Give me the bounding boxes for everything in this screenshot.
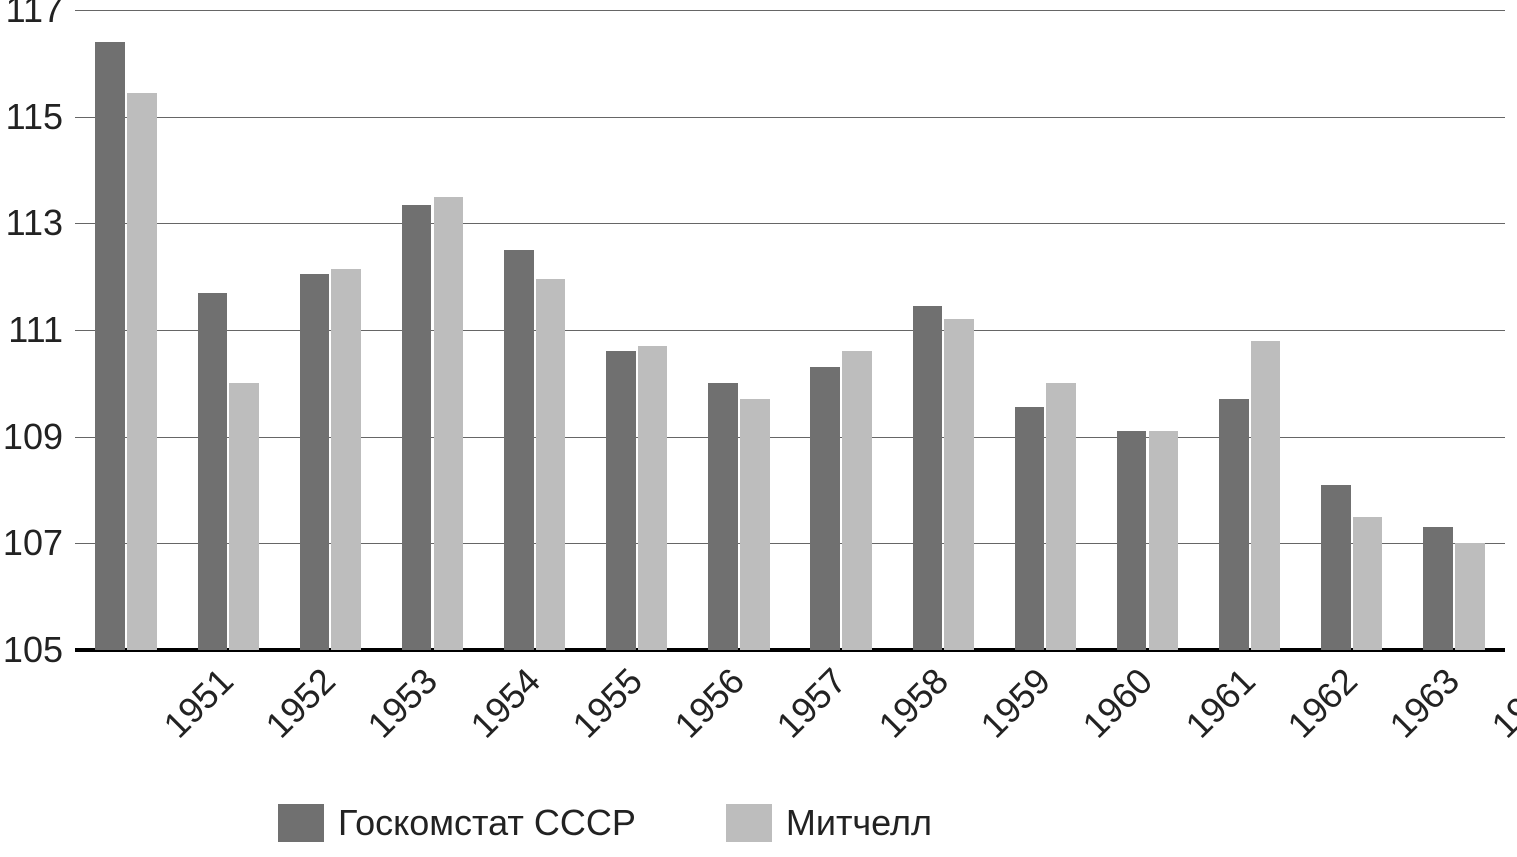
legend: Госкомстат СССР Митчелл — [278, 802, 932, 844]
bar — [402, 205, 432, 650]
bar — [1219, 399, 1249, 650]
bar — [1321, 485, 1351, 650]
bar — [708, 383, 738, 650]
bar — [1423, 527, 1453, 650]
x-tick-label: 1951 — [156, 660, 242, 746]
bar — [504, 250, 534, 650]
legend-swatch — [278, 804, 324, 842]
bar — [1117, 431, 1147, 650]
y-tick-label: 109 — [0, 416, 63, 458]
legend-label: Митчелл — [786, 802, 932, 844]
x-tick-label: 1961 — [1177, 660, 1263, 746]
x-tick-label: 1964 — [1483, 660, 1517, 746]
x-tick-label: 1963 — [1381, 660, 1467, 746]
bar — [1149, 431, 1179, 650]
x-tick-label: 1959 — [973, 660, 1059, 746]
bar — [638, 346, 668, 650]
bars-layer — [75, 10, 1505, 650]
x-tick-label: 1958 — [871, 660, 957, 746]
bar — [127, 93, 157, 650]
legend-item: Митчелл — [726, 802, 932, 844]
y-tick-label: 117 — [0, 0, 63, 31]
bar — [1353, 517, 1383, 650]
bar — [606, 351, 636, 650]
bar — [944, 319, 974, 650]
x-tick-label: 1956 — [666, 660, 752, 746]
y-tick-label: 111 — [0, 309, 63, 351]
bar — [536, 279, 566, 650]
bar — [95, 42, 125, 650]
bar — [300, 274, 330, 650]
x-tick-label: 1957 — [768, 660, 854, 746]
y-tick-label: 115 — [0, 96, 63, 138]
bar — [740, 399, 770, 650]
bar — [1251, 341, 1281, 650]
legend-item: Госкомстат СССР — [278, 802, 636, 844]
plot-area — [75, 10, 1505, 650]
bar — [198, 293, 228, 650]
legend-swatch — [726, 804, 772, 842]
x-tick-label: 1953 — [360, 660, 446, 746]
x-tick-label: 1960 — [1075, 660, 1161, 746]
y-tick-label: 107 — [0, 522, 63, 564]
bar — [434, 197, 464, 650]
bar — [1455, 543, 1485, 650]
x-tick-label: 1955 — [564, 660, 650, 746]
y-tick-label: 113 — [0, 202, 63, 244]
x-tick-label: 1952 — [258, 660, 344, 746]
bar — [331, 269, 361, 650]
bar — [1046, 383, 1076, 650]
x-tick-label: 1954 — [462, 660, 548, 746]
bar — [810, 367, 840, 650]
bar — [1015, 407, 1045, 650]
bar-chart: 105107109111113115117 195119521953195419… — [0, 0, 1517, 857]
bar — [842, 351, 872, 650]
bar — [229, 383, 259, 650]
y-tick-label: 105 — [0, 629, 63, 671]
x-tick-label: 1962 — [1279, 660, 1365, 746]
bar — [913, 306, 943, 650]
legend-label: Госкомстат СССР — [338, 802, 636, 844]
